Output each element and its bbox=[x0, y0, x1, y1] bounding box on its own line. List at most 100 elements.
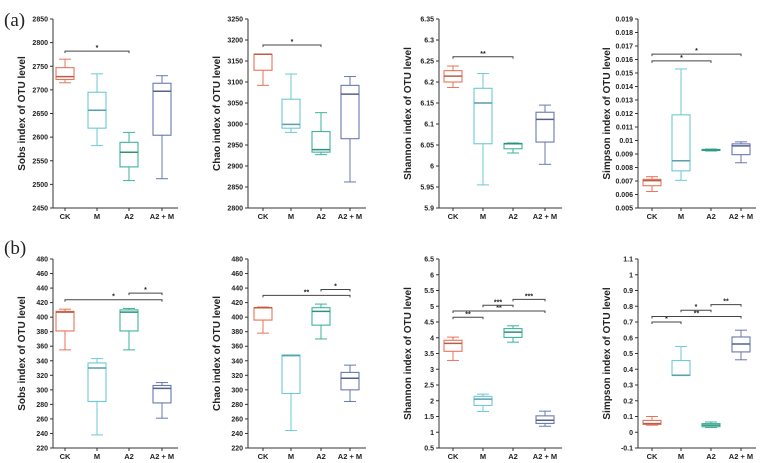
y-axis: 0.005 0.006 0.007 0.008 0.009 0.01 0.011 0.012 0… bbox=[615, 17, 639, 213]
box-ck bbox=[642, 416, 662, 426]
x-tick-label: A2 bbox=[316, 212, 326, 221]
y-tick-label: 0.5 bbox=[424, 446, 434, 453]
bracket-line bbox=[320, 289, 351, 292]
significance-bracket: ** bbox=[710, 299, 742, 307]
box-ck bbox=[55, 58, 75, 84]
significance-bracket: ** bbox=[452, 311, 484, 320]
significance-bracket: *** bbox=[512, 293, 546, 302]
box-a2 bbox=[701, 148, 721, 152]
box-iqr bbox=[535, 111, 555, 143]
box-m bbox=[473, 73, 493, 186]
y-tick-label: 220 bbox=[231, 446, 243, 453]
panel-label-a: (a) bbox=[4, 10, 25, 31]
significance-label: * bbox=[291, 39, 294, 46]
significance-bracket: * bbox=[651, 55, 712, 63]
y-tick-label: 400 bbox=[231, 315, 243, 322]
y-tick-label: 2800 bbox=[227, 206, 243, 213]
y-tick-label: 1 bbox=[430, 430, 434, 437]
y-tick-label: 0.019 bbox=[615, 17, 633, 24]
y-tick-label: 260 bbox=[36, 416, 48, 423]
y-tick-label: 360 bbox=[231, 344, 243, 351]
y-tick-label: 320 bbox=[36, 373, 48, 380]
box-ck bbox=[443, 65, 463, 88]
box-m bbox=[87, 73, 107, 147]
y-tick-label: 480 bbox=[231, 257, 243, 264]
bracket-line bbox=[482, 304, 514, 308]
x-tick-label: A2 + M bbox=[533, 452, 557, 461]
y-tick-label: 300 bbox=[36, 387, 48, 394]
y-tick-label: 320 bbox=[231, 373, 243, 380]
bracket-line bbox=[64, 299, 163, 302]
y-tick-label: 0.8 bbox=[623, 304, 633, 311]
box-a2 bbox=[311, 303, 331, 340]
y-tick-label: 6.25 bbox=[420, 59, 434, 66]
box-iqr bbox=[311, 307, 331, 326]
y-tick-label: 2650 bbox=[32, 111, 48, 118]
bracket-line bbox=[262, 294, 351, 298]
x-tick-label: A2 bbox=[124, 452, 134, 461]
y-tick-label: 6 bbox=[430, 164, 434, 171]
x-tick-label: A2 + M bbox=[729, 452, 753, 461]
y-tick-label: 3050 bbox=[227, 101, 243, 108]
y-tick-label: 3.5 bbox=[424, 351, 434, 358]
y-tick-label: 400 bbox=[36, 315, 48, 322]
box-iqr bbox=[503, 328, 523, 338]
box-m bbox=[671, 345, 691, 377]
bracket-line bbox=[452, 56, 514, 59]
y-tick-label: 0.006 bbox=[615, 192, 633, 199]
y-tick-label: 0.016 bbox=[615, 57, 633, 64]
y-axis: 2800 2850 2900 2950 3000 3050 3100 3150 3200 3250 bbox=[227, 17, 249, 213]
x-tick-label: A2 bbox=[316, 452, 326, 461]
y-axis-label: Chao index of OTU level bbox=[212, 296, 223, 411]
x-tick-label: M bbox=[480, 212, 486, 221]
y-tick-label: 460 bbox=[36, 271, 48, 278]
y-tick-label: 2550 bbox=[32, 158, 48, 165]
chart-panel-6: 220 240 260 280 300 320 340 360 380 400 420 440 460 4… bbox=[212, 257, 366, 461]
x-tick-label: M bbox=[288, 452, 294, 461]
significance-label: * bbox=[695, 48, 698, 55]
y-axis-label: Chao index of OTU level bbox=[212, 56, 223, 171]
y-tick-label: 0.013 bbox=[615, 98, 633, 105]
bracket-line bbox=[512, 298, 546, 302]
x-tick-label: A2 bbox=[706, 452, 716, 461]
y-tick-label: 0 bbox=[629, 430, 633, 437]
significance-label: *** bbox=[525, 293, 533, 300]
y-tick-label: 0.011 bbox=[616, 125, 633, 132]
significance-bracket: * bbox=[680, 304, 712, 313]
y-tick-label: 3200 bbox=[227, 38, 243, 45]
box-iqr bbox=[731, 143, 751, 156]
box-iqr bbox=[340, 84, 360, 140]
y-axis-label: Simpson index of OTU level bbox=[602, 47, 613, 179]
y-tick-label: 3150 bbox=[227, 59, 243, 66]
significance-label: * bbox=[334, 284, 337, 291]
y-tick-label: 6 bbox=[430, 272, 434, 279]
y-tick-label: 0.005 bbox=[615, 206, 633, 213]
y-axis: 2450 2500 2550 2600 2650 2700 2750 2800 2850 bbox=[32, 17, 54, 213]
box-a2-m bbox=[152, 382, 172, 419]
x-tick-label: CK bbox=[258, 212, 269, 221]
y-tick-label: 2900 bbox=[227, 164, 243, 171]
box-m bbox=[281, 354, 301, 432]
significance-label: ** bbox=[304, 289, 310, 296]
box-iqr bbox=[253, 307, 273, 321]
chart-panel-3: 5.9 5.95 6 6.05 6.1 6.15 6.2 6.25 6.3 6.35 Shannon… bbox=[403, 17, 562, 221]
y-tick-label: 340 bbox=[231, 358, 243, 365]
x-tick-label: CK bbox=[60, 212, 71, 221]
y-tick-label: 420 bbox=[231, 300, 243, 307]
y-tick-label: 2450 bbox=[32, 206, 48, 213]
box-iqr bbox=[119, 309, 139, 332]
significance-bracket: * bbox=[651, 316, 682, 324]
y-tick-label: 0.009 bbox=[615, 152, 633, 159]
y-tick-label: 2950 bbox=[227, 143, 243, 150]
y-tick-label: 340 bbox=[36, 358, 48, 365]
y-tick-label: 2600 bbox=[32, 135, 48, 142]
y-tick-label: 380 bbox=[36, 329, 48, 336]
box-iqr bbox=[443, 339, 463, 352]
y-tick-label: 0.015 bbox=[615, 71, 633, 78]
x-tick-label: CK bbox=[60, 452, 71, 461]
y-tick-label: 2500 bbox=[32, 182, 48, 189]
y-tick-label: 0.5 bbox=[623, 351, 633, 358]
y-tick-label: 240 bbox=[231, 431, 243, 438]
chart-panel-2: 2800 2850 2900 2950 3000 3050 3100 3150 3200 3250… bbox=[212, 17, 366, 221]
